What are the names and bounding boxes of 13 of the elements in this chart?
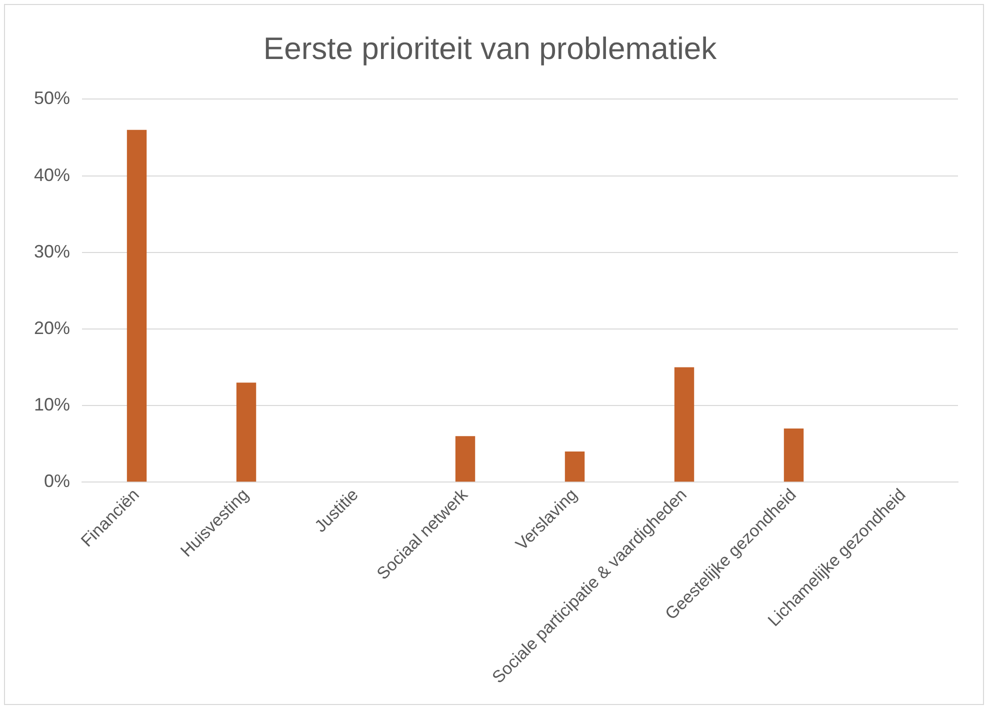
chart-title: Eerste prioriteit van problematiek [263,31,718,66]
bar [784,428,804,482]
y-tick-label: 40% [34,164,70,185]
y-tick-label: 0% [44,471,70,492]
bar [564,451,585,482]
y-tick-label: 50% [34,88,70,108]
y-tick-label: 10% [34,394,70,415]
bar [455,436,476,482]
y-tick-label: 30% [34,241,70,262]
bar [126,130,147,482]
y-tick-label: 20% [34,318,70,338]
bar [236,382,256,482]
bar [674,367,694,482]
